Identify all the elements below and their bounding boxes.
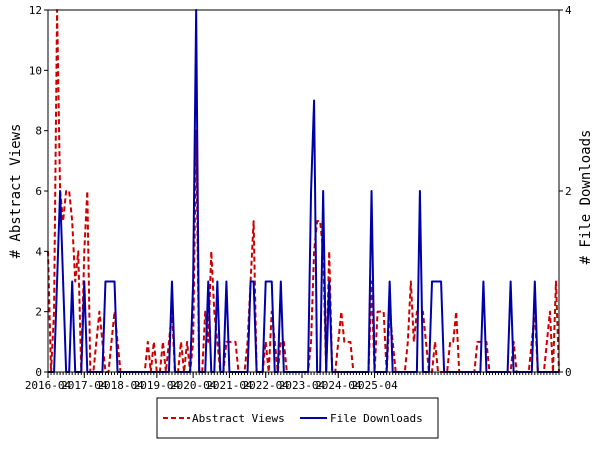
- y-left-tick-label: 6: [35, 185, 42, 198]
- y-left-tick-label: 12: [29, 4, 42, 17]
- y-right-tick-label: 2: [565, 185, 572, 198]
- y-left-tick-label: 4: [35, 245, 42, 258]
- x-tick-label: 2023-04: [279, 379, 326, 392]
- series-layer: [47, 9, 560, 373]
- x-tick-label: 2019-04: [134, 379, 181, 392]
- y-right-tick-label: 4: [565, 4, 572, 17]
- x-tick-label: 2021-04: [206, 379, 253, 392]
- x-tick-label: 2020-04: [170, 379, 217, 392]
- x-tick-label: 2022-04: [243, 379, 290, 392]
- x-tick-label: 2016-04: [25, 379, 72, 392]
- y-left-axis-label: # Abstract Views: [8, 124, 24, 259]
- legend-label-file-downloads: File Downloads: [330, 412, 423, 425]
- x-tick-label: 2024-04: [315, 379, 362, 392]
- y-right-tick-label: 0: [565, 366, 572, 379]
- y-right-axis-label: # File Downloads: [578, 130, 594, 265]
- legend: Abstract Views File Downloads: [156, 397, 439, 439]
- x-tick-label: 2018-04: [97, 379, 144, 392]
- y-left-tick-label: 2: [35, 306, 42, 319]
- legend-label-abstract-views: Abstract Views: [192, 412, 285, 425]
- x-tick-label: 2025-04: [351, 379, 398, 392]
- series-file-downloads: [48, 9, 559, 373]
- y-left-tick-label: 10: [29, 64, 42, 77]
- y-left-tick-label: 8: [35, 125, 42, 138]
- x-tick-label: 2017-04: [61, 379, 108, 392]
- y-left-tick-label: 0: [35, 366, 42, 379]
